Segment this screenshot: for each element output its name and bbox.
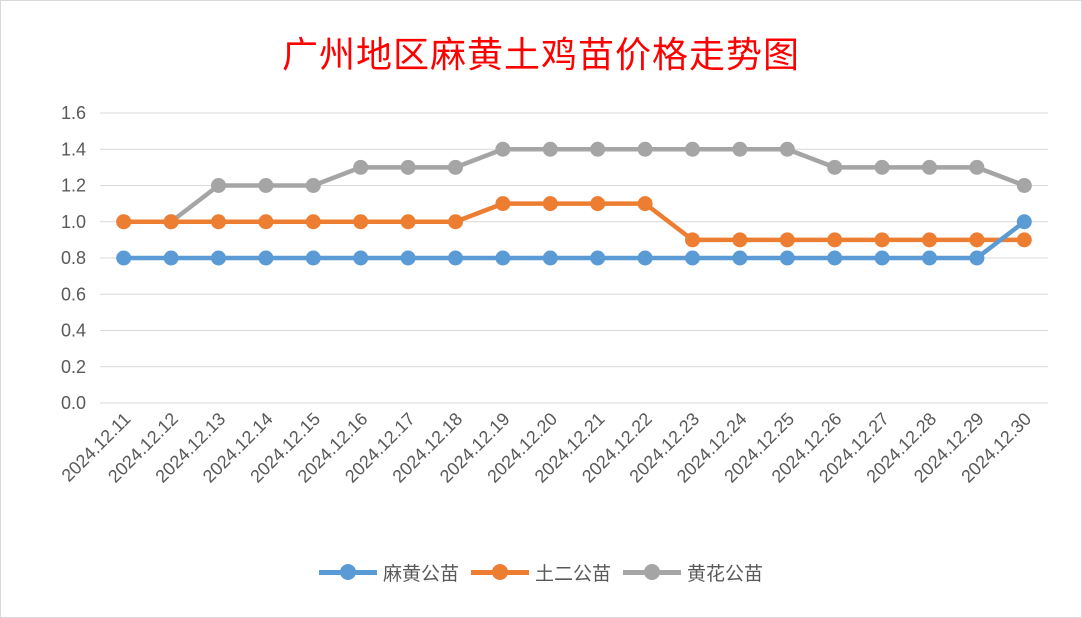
- data-point: [1016, 214, 1032, 230]
- data-point: [353, 250, 369, 266]
- series-layer: [116, 141, 1032, 266]
- data-point: [258, 178, 274, 193]
- data-point: [353, 159, 369, 175]
- data-point: [874, 250, 890, 266]
- data-point: [827, 232, 843, 248]
- data-point: [779, 232, 795, 248]
- data-point: [495, 250, 511, 266]
- series-0: [116, 214, 1032, 266]
- data-point: [685, 141, 700, 157]
- data-point: [448, 159, 463, 175]
- data-point: [922, 250, 937, 266]
- data-point: [400, 159, 416, 175]
- data-point: [258, 214, 274, 230]
- data-point: [258, 250, 274, 266]
- y-tick-label: 0.0: [61, 393, 86, 413]
- data-point: [779, 250, 795, 266]
- data-point: [163, 214, 179, 230]
- y-tick-label: 1.0: [61, 212, 86, 232]
- legend-swatch: [318, 557, 377, 587]
- data-point: [542, 196, 558, 212]
- data-point: [211, 214, 226, 230]
- data-point: [163, 250, 179, 266]
- data-point: [874, 159, 890, 175]
- y-tick-label: 0.8: [61, 248, 86, 268]
- chart-title: 广州地区麻黄土鸡苗价格走势图: [281, 35, 800, 76]
- data-point: [827, 250, 843, 266]
- data-point: [495, 141, 511, 157]
- y-tick-label: 0.6: [61, 284, 86, 304]
- series-line: [123, 201, 1025, 243]
- data-point: [590, 196, 606, 212]
- legend-item: 土二公苗: [470, 557, 611, 587]
- y-tick-label: 0.4: [61, 321, 86, 341]
- data-point: [211, 178, 226, 193]
- data-point: [353, 214, 369, 230]
- data-point: [542, 250, 558, 266]
- data-point: [400, 250, 416, 266]
- data-point: [874, 232, 890, 248]
- y-tick-label: 1.6: [61, 103, 86, 123]
- legend-label: 黄花公苗: [687, 562, 764, 585]
- data-point: [1016, 232, 1032, 248]
- data-point: [827, 159, 843, 175]
- data-point: [542, 141, 558, 157]
- legend-swatch: [470, 557, 529, 587]
- y-tick-label: 0.2: [61, 357, 86, 377]
- data-point: [495, 196, 511, 212]
- y-axis-ticks: 0.0 0.2 0.4 0.6 0.8 1.0 1.2 1.4 1.6: [61, 103, 86, 413]
- series-2: [116, 141, 1032, 230]
- data-point: [400, 214, 416, 230]
- data-point: [637, 250, 653, 266]
- data-point: [969, 250, 985, 266]
- data-point: [685, 250, 700, 266]
- data-point: [1016, 178, 1032, 193]
- data-point: [732, 250, 748, 266]
- data-point: [969, 232, 985, 248]
- data-point: [116, 214, 132, 230]
- data-point: [590, 141, 606, 157]
- data-point: [305, 178, 321, 193]
- legend-label: 土二公苗: [534, 562, 611, 585]
- data-point: [922, 159, 937, 175]
- legend-swatch: [623, 557, 681, 587]
- data-point: [969, 159, 985, 175]
- data-point: [448, 250, 463, 266]
- data-point: [732, 232, 748, 248]
- data-point: [590, 250, 606, 266]
- legend-item: 麻黄公苗: [318, 557, 459, 587]
- data-point: [305, 250, 321, 266]
- legend-label: 麻黄公苗: [382, 562, 459, 585]
- x-axis-ticks: 2024.12.112024.12.122024.12.132024.12.14…: [58, 409, 1036, 487]
- data-point: [732, 141, 748, 157]
- data-point: [448, 214, 463, 230]
- legend: 麻黄公苗 土二公苗 黄花公苗: [0, 557, 1082, 587]
- legend-item: 黄花公苗: [623, 557, 763, 587]
- data-point: [116, 250, 132, 266]
- y-tick-label: 1.2: [61, 176, 86, 196]
- data-point: [685, 232, 700, 248]
- data-point: [779, 141, 795, 157]
- series-line: [123, 147, 1026, 224]
- series-1: [116, 196, 1032, 248]
- data-point: [305, 214, 321, 230]
- data-point: [637, 141, 653, 157]
- data-point: [922, 232, 937, 248]
- data-point: [211, 250, 226, 266]
- series-line: [123, 219, 1026, 261]
- y-tick-label: 1.4: [61, 139, 86, 159]
- data-point: [637, 196, 653, 212]
